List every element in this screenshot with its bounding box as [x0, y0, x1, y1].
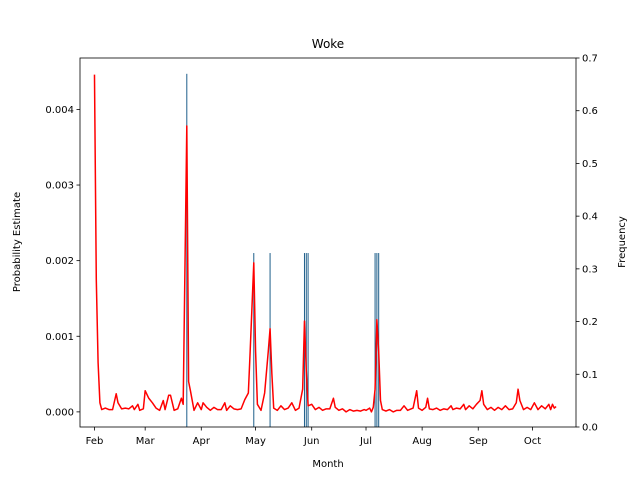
x-tick-label: Jul	[359, 436, 372, 447]
y-left-tick-label: 0.000	[45, 407, 74, 418]
y-left-tick-label: 0.002	[45, 256, 74, 267]
x-axis-label: Month	[312, 459, 343, 470]
x-tick-label: Oct	[524, 436, 541, 447]
y-right-tick-label: 0.0	[582, 423, 598, 434]
y-axis-left: 0.000 0.001 0.002 0.003 0.004	[45, 105, 80, 418]
y-left-tick-label: 0.001	[45, 332, 74, 343]
x-tick-label: Jun	[303, 436, 320, 447]
frequency-bar	[374, 253, 376, 427]
y-axis-right-label: Frequency	[617, 216, 628, 268]
y-left-tick-label: 0.004	[45, 105, 74, 116]
x-axis: Feb Mar Apr May Jun Jul Aug Sep Oct	[86, 427, 541, 447]
y-left-tick-label: 0.003	[45, 181, 74, 192]
frequency-bar	[253, 253, 255, 427]
y-right-tick-label: 0.6	[582, 106, 598, 117]
y-axis-right: 0.0 0.1 0.2 0.3 0.4 0.5 0.6 0.7	[576, 54, 598, 434]
y-right-tick-label: 0.1	[582, 370, 598, 381]
x-tick-label: Apr	[193, 436, 211, 447]
frequency-bar	[186, 73, 188, 427]
x-tick-label: Aug	[412, 436, 432, 447]
frequency-bar	[307, 253, 309, 427]
x-tick-label: May	[245, 436, 266, 447]
x-tick-label: Feb	[86, 436, 104, 447]
y-right-tick-label: 0.3	[582, 264, 598, 275]
chart-title: Woke	[312, 37, 344, 51]
y-right-tick-label: 0.2	[582, 317, 598, 328]
probability-line	[93, 74, 557, 413]
x-tick-label: Mar	[136, 436, 156, 447]
x-tick-label: Sep	[469, 436, 488, 447]
plot-frame	[79, 57, 577, 428]
y-right-tick-label: 0.7	[582, 54, 598, 65]
y-right-tick-label: 0.5	[582, 159, 598, 170]
y-axis-left-label: Probability Estimate	[12, 192, 23, 292]
frequency-bar	[305, 253, 307, 427]
y-right-tick-label: 0.4	[582, 212, 598, 223]
